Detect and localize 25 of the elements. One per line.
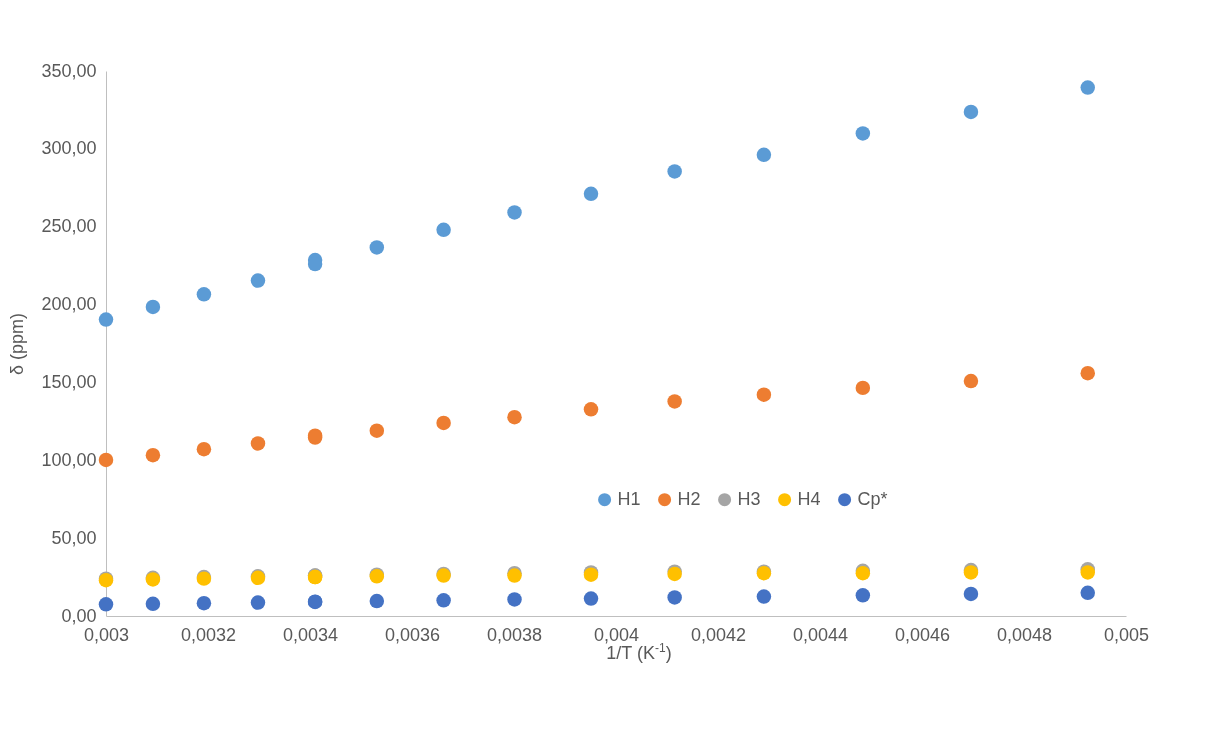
x-tick-label: 0,0034	[282, 624, 339, 645]
y-axis-title: δ (ppm)	[7, 312, 28, 376]
x-tick-label: 0,0032	[180, 624, 237, 645]
x-tick-label: 0,0044	[792, 624, 849, 645]
y-tick-label: 150,00	[41, 371, 97, 392]
y-tick-label: 300,00	[41, 138, 97, 159]
x-tick-label: 0,005	[1103, 624, 1150, 645]
y-tick-label: 200,00	[41, 294, 97, 315]
x-tick-label: 0,004	[593, 624, 640, 645]
legend-label: H3	[737, 488, 761, 509]
legend-label: Cp*	[857, 488, 888, 509]
x-tick-label: 0,0048	[996, 624, 1053, 645]
y-tick-label: 50,00	[51, 527, 97, 548]
x-tick-label: 0,0038	[486, 624, 543, 645]
legend-label: H4	[797, 488, 821, 509]
legend-label: H2	[677, 488, 701, 509]
y-tick-label: 0,00	[61, 605, 97, 626]
y-tick-label: 250,00	[41, 216, 97, 237]
x-tick-label: 0,0036	[384, 624, 441, 645]
x-tick-label: 0,0042	[690, 624, 747, 645]
legend-label: H1	[617, 488, 641, 509]
x-tick-label: 0,0046	[894, 624, 951, 645]
x-tick-label: 0,003	[83, 624, 130, 645]
y-tick-label: 100,00	[41, 449, 97, 470]
y-tick-label: 350,00	[41, 60, 97, 81]
